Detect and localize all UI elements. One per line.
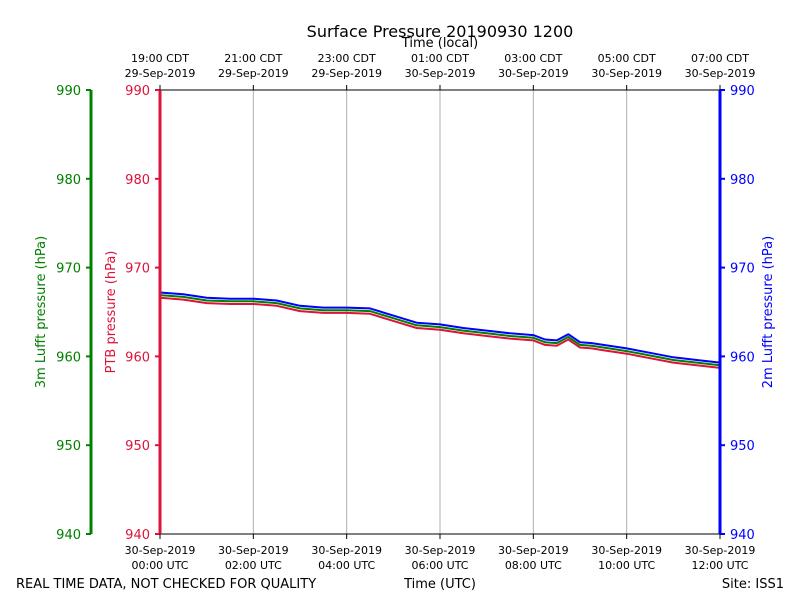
chart-title: Surface Pressure 20190930 1200 (307, 22, 574, 41)
left-inner-y-tick-label: 980 (125, 173, 150, 188)
bottom-x-tick-time: 04:00 UTC (318, 559, 375, 572)
series-line-2m-lufft-pressure (159, 291, 721, 364)
right-y-tick-label: 960 (730, 350, 755, 365)
left-outer-y-tick-label: 970 (56, 262, 81, 277)
x-axis-label: Time (UTC) (403, 577, 476, 592)
bottom-x-tick-time: 08:00 UTC (505, 559, 562, 572)
top-x-tick-date: 30-Sep-2019 (685, 67, 756, 80)
bottom-x-tick-date: 30-Sep-2019 (591, 544, 662, 557)
left-inner-y-tick-label: 970 (125, 262, 150, 277)
left-inner-y-axis-label: PTB pressure (hPa) (104, 251, 119, 374)
right-y-axis-label: 2m Lufft pressure (hPa) (761, 236, 776, 388)
bottom-x-tick-date: 30-Sep-2019 (685, 544, 756, 557)
right-y-tick-label: 980 (730, 173, 755, 188)
left-inner-y-tick-label: 990 (125, 84, 150, 99)
top-x-tick-time: 21:00 CDT (224, 52, 282, 65)
bottom-x-tick-date: 30-Sep-2019 (311, 544, 382, 557)
left-outer-y-tick-label: 950 (56, 439, 81, 454)
bottom-x-tick-date: 30-Sep-2019 (218, 544, 289, 557)
ticks-layer: 940 940 940 950 950 950 960 960 960 970 970 970 980 9… (56, 52, 755, 572)
bottom-x-tick-time: 10:00 UTC (598, 559, 655, 572)
top-x-tick-time: 07:00 CDT (691, 52, 749, 65)
series-layer (159, 291, 721, 369)
top-x-tick-time: 03:00 CDT (504, 52, 562, 65)
right-y-tick-label: 970 (730, 262, 755, 277)
top-x-tick-time: 23:00 CDT (318, 52, 376, 65)
bottom-x-tick-time: 00:00 UTC (131, 559, 188, 572)
quality-disclaimer: REAL TIME DATA, NOT CHECKED FOR QUALITY (16, 577, 316, 592)
bottom-x-tick-time: 02:00 UTC (225, 559, 282, 572)
left-inner-y-tick-label: 950 (125, 439, 150, 454)
left-inner-y-tick-label: 940 (125, 528, 150, 543)
site-label: Site: ISS1 (722, 577, 784, 592)
top-x-tick-date: 29-Sep-2019 (218, 67, 289, 80)
top-x-tick-date: 30-Sep-2019 (591, 67, 662, 80)
bottom-x-tick-date: 30-Sep-2019 (498, 544, 569, 557)
left-outer-y-tick-label: 980 (56, 173, 81, 188)
left-inner-y-tick-label: 960 (125, 350, 150, 365)
bottom-x-tick-time: 06:00 UTC (411, 559, 468, 572)
bottom-x-tick-date: 30-Sep-2019 (405, 544, 476, 557)
right-y-tick-label: 990 (730, 84, 755, 99)
top-axis-label: Time (local) (401, 36, 478, 51)
top-x-tick-date: 30-Sep-2019 (498, 67, 569, 80)
series-line-3m-lufft-pressure (159, 294, 721, 367)
top-x-tick-time: 01:00 CDT (411, 52, 469, 65)
top-x-tick-time: 19:00 CDT (131, 52, 189, 65)
top-x-tick-date: 29-Sep-2019 (125, 67, 196, 80)
series-line-ptb-pressure (159, 296, 721, 369)
left-outer-y-tick-label: 940 (56, 528, 81, 543)
left-outer-y-tick-label: 990 (56, 84, 81, 99)
left-outer-y-axis-label: 3m Lufft pressure (hPa) (34, 236, 49, 388)
right-y-tick-label: 950 (730, 439, 755, 454)
top-x-tick-date: 30-Sep-2019 (405, 67, 476, 80)
axes-layer (89, 89, 722, 535)
bottom-x-tick-date: 30-Sep-2019 (125, 544, 196, 557)
top-x-tick-time: 05:00 CDT (598, 52, 656, 65)
top-x-tick-date: 29-Sep-2019 (311, 67, 382, 80)
left-outer-y-tick-label: 960 (56, 350, 81, 365)
right-y-tick-label: 940 (730, 528, 755, 543)
bottom-x-tick-time: 12:00 UTC (691, 559, 748, 572)
